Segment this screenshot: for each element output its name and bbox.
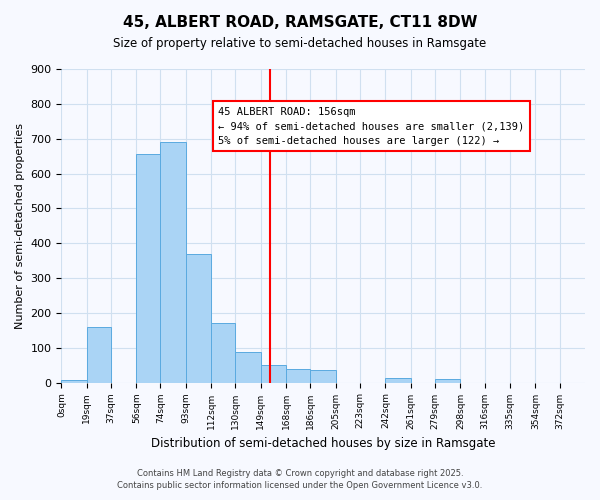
Y-axis label: Number of semi-detached properties: Number of semi-detached properties <box>15 123 25 329</box>
Bar <box>87 327 111 382</box>
X-axis label: Distribution of semi-detached houses by size in Ramsgate: Distribution of semi-detached houses by … <box>151 437 496 450</box>
Text: 45, ALBERT ROAD, RAMSGATE, CT11 8DW: 45, ALBERT ROAD, RAMSGATE, CT11 8DW <box>123 15 477 30</box>
Bar <box>261 365 286 382</box>
Bar <box>211 324 235 382</box>
Bar <box>235 352 261 382</box>
Bar <box>310 370 336 382</box>
Bar <box>136 154 160 382</box>
Bar <box>286 368 310 382</box>
Text: 45 ALBERT ROAD: 156sqm
← 94% of semi-detached houses are smaller (2,139)
5% of s: 45 ALBERT ROAD: 156sqm ← 94% of semi-det… <box>218 106 525 146</box>
Bar <box>160 142 186 382</box>
Text: Size of property relative to semi-detached houses in Ramsgate: Size of property relative to semi-detach… <box>113 38 487 51</box>
Bar <box>61 380 87 382</box>
Bar <box>435 379 460 382</box>
Bar <box>186 254 211 382</box>
Bar <box>385 378 411 382</box>
Text: Contains HM Land Registry data © Crown copyright and database right 2025.
Contai: Contains HM Land Registry data © Crown c… <box>118 468 482 490</box>
